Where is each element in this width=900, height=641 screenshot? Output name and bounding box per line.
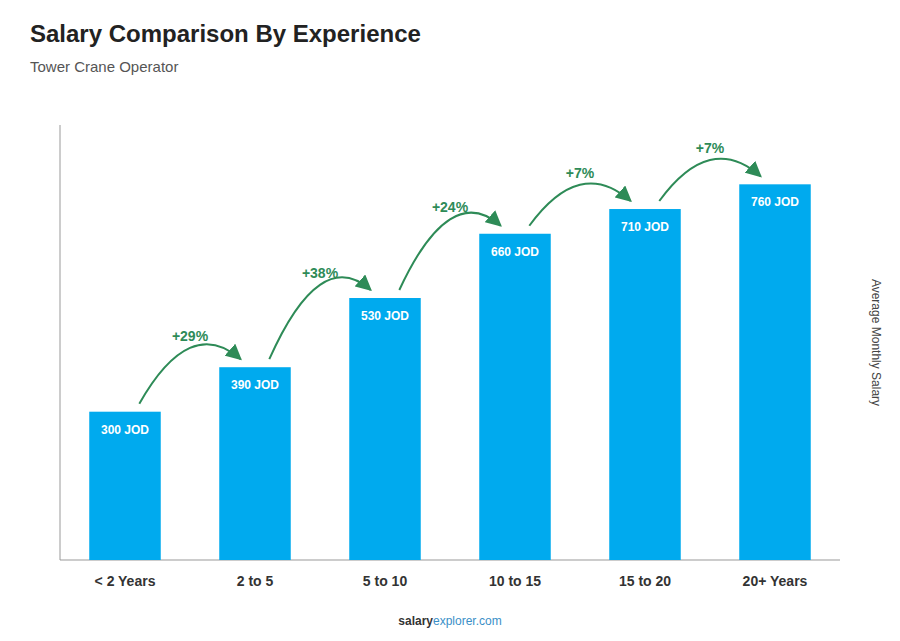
bar [609, 209, 681, 560]
watermark-bold: salary [398, 614, 433, 628]
x-tick-label: 20+ Years [743, 573, 808, 589]
bar [349, 298, 421, 560]
annotation-arrow [269, 277, 370, 359]
title: Salary Comparison By Experience [30, 20, 421, 47]
subtitle: Tower Crane Operator [30, 58, 178, 75]
annotation: +7% [566, 165, 595, 181]
x-tick-label: 10 to 15 [489, 573, 541, 589]
annotation-arrow [139, 344, 240, 404]
data-label: 530 JOD [361, 309, 409, 323]
x-tick-label: 5 to 10 [363, 573, 408, 589]
annotation: +38% [302, 265, 339, 281]
data-label: 710 JOD [621, 220, 669, 234]
bar [479, 234, 551, 560]
annotation-arrow [399, 213, 500, 290]
bar [89, 412, 161, 560]
bars [89, 184, 811, 560]
watermark-light: explorer.com [433, 614, 502, 628]
annotation-arrow [659, 159, 760, 201]
bar [219, 367, 291, 560]
data-label: 300 JOD [101, 423, 149, 437]
annotation: +24% [432, 199, 469, 215]
annotation: +29% [172, 328, 209, 344]
watermark: salaryexplorer.com [398, 614, 501, 628]
chart-container: Salary Comparison By Experience Tower Cra… [0, 0, 900, 641]
x-tick-label: 15 to 20 [619, 573, 671, 589]
annotation: +7% [696, 140, 725, 156]
y-axis-label: Average Monthly Salary [869, 279, 883, 406]
x-tick-label: < 2 Years [95, 573, 156, 589]
data-label: 760 JOD [751, 195, 799, 209]
data-label: 390 JOD [231, 378, 279, 392]
bar [739, 184, 811, 560]
annotation-arrow [529, 183, 630, 225]
chart-svg: Salary Comparison By Experience Tower Cra… [0, 0, 900, 641]
data-label: 660 JOD [491, 245, 539, 259]
x-axis-line [60, 560, 840, 561]
x-tick-label: 2 to 5 [237, 573, 274, 589]
y-axis-line [60, 125, 61, 560]
